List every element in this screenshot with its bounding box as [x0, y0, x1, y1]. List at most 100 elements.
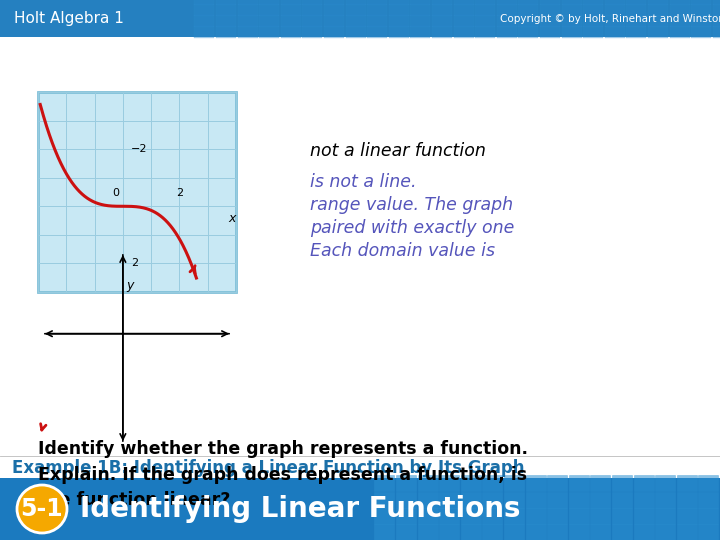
Bar — [302, 15, 323, 27]
Text: y: y — [126, 280, 133, 293]
Bar — [418, 491, 438, 508]
Bar — [216, 0, 236, 5]
Bar — [634, 491, 654, 508]
Bar — [389, 26, 409, 38]
Bar — [475, 15, 495, 27]
Bar — [0, 478, 720, 540]
Bar — [259, 26, 279, 38]
Bar — [698, 491, 719, 508]
Text: Copyright © by Holt, Rinehart and Winston. All Rights Reserved.: Copyright © by Holt, Rinehart and Winsto… — [500, 14, 720, 24]
Bar — [461, 524, 481, 540]
Bar — [677, 508, 697, 524]
Bar — [504, 475, 524, 491]
Bar — [605, 4, 625, 16]
Bar — [475, 26, 495, 38]
Bar — [374, 508, 395, 524]
Bar — [238, 4, 258, 16]
Bar — [454, 0, 474, 5]
Bar — [670, 0, 690, 5]
Bar — [562, 15, 582, 27]
Bar — [698, 508, 719, 524]
Bar — [677, 524, 697, 540]
Bar — [418, 508, 438, 524]
Bar — [569, 508, 589, 524]
Bar — [562, 0, 582, 5]
Bar — [562, 26, 582, 38]
Bar — [713, 26, 720, 38]
Bar — [454, 4, 474, 16]
Text: 2: 2 — [176, 188, 183, 198]
Bar — [281, 4, 301, 16]
Bar — [655, 508, 675, 524]
Bar — [698, 524, 719, 540]
Bar — [461, 491, 481, 508]
Bar — [590, 524, 611, 540]
Bar — [302, 26, 323, 38]
Bar — [432, 15, 452, 27]
Bar — [216, 15, 236, 27]
Bar — [634, 524, 654, 540]
Bar — [540, 15, 560, 27]
Bar — [367, 26, 387, 38]
Bar — [626, 4, 647, 16]
Bar — [346, 15, 366, 27]
Bar — [454, 26, 474, 38]
Bar — [540, 4, 560, 16]
Bar — [482, 524, 503, 540]
Bar — [367, 15, 387, 27]
Bar — [504, 524, 524, 540]
Bar — [569, 524, 589, 540]
Bar — [583, 0, 603, 5]
Bar — [374, 524, 395, 540]
Bar — [346, 0, 366, 5]
Bar — [281, 15, 301, 27]
Text: 0: 0 — [112, 188, 120, 198]
Bar — [670, 4, 690, 16]
Bar — [432, 26, 452, 38]
Bar — [38, 92, 236, 292]
Bar — [518, 15, 539, 27]
Bar — [410, 4, 431, 16]
Bar — [238, 26, 258, 38]
Bar — [547, 475, 567, 491]
Bar — [547, 524, 567, 540]
Bar — [216, 4, 236, 16]
Bar — [374, 475, 395, 491]
Bar — [626, 26, 647, 38]
Bar — [691, 4, 711, 16]
Bar — [518, 4, 539, 16]
Bar — [238, 15, 258, 27]
Bar — [634, 475, 654, 491]
Bar — [324, 0, 344, 5]
Bar — [605, 15, 625, 27]
Bar — [482, 508, 503, 524]
Text: Identify whether the graph represents a function.
Explain. If the graph does rep: Identify whether the graph represents a … — [38, 440, 528, 509]
Bar — [432, 4, 452, 16]
Bar — [454, 15, 474, 27]
Bar — [648, 4, 668, 16]
Text: not a linear function: not a linear function — [310, 142, 486, 160]
Bar — [583, 26, 603, 38]
Bar — [324, 15, 344, 27]
Text: Each domain value is: Each domain value is — [310, 242, 495, 260]
Bar — [216, 26, 236, 38]
Bar — [691, 15, 711, 27]
Bar — [194, 4, 215, 16]
Bar — [497, 0, 517, 5]
Bar — [259, 4, 279, 16]
Bar — [302, 4, 323, 16]
Text: Holt Algebra 1: Holt Algebra 1 — [14, 11, 124, 26]
Text: Example 1B: Identifying a Linear Function by Its Graph: Example 1B: Identifying a Linear Functio… — [12, 459, 524, 477]
Bar — [439, 491, 459, 508]
Bar — [648, 0, 668, 5]
Bar — [461, 475, 481, 491]
Bar — [0, 0, 720, 37]
Bar — [281, 26, 301, 38]
Bar — [238, 0, 258, 5]
Bar — [439, 524, 459, 540]
Bar — [432, 0, 452, 5]
Bar — [583, 4, 603, 16]
Bar — [590, 508, 611, 524]
Bar — [562, 4, 582, 16]
Bar — [540, 0, 560, 5]
